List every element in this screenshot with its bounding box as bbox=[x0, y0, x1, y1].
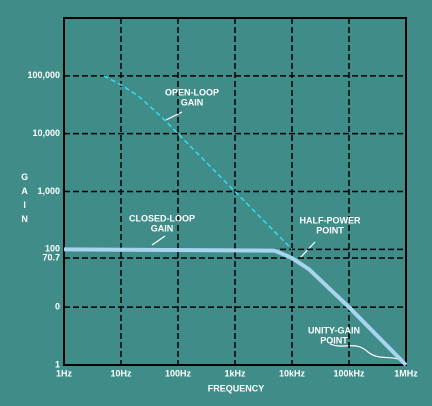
x-tick-label: 10kHz bbox=[279, 368, 306, 378]
y-tick-label: 0 bbox=[55, 302, 60, 312]
annotation: GAIN bbox=[151, 223, 174, 233]
annotation: POINT bbox=[320, 335, 348, 345]
x-tick-label: 1MHz bbox=[394, 368, 418, 378]
annotation: OPEN-LOOP bbox=[165, 87, 219, 97]
y-tick-label: 10,000 bbox=[32, 128, 60, 138]
x-axis-label: FREQUENCY bbox=[208, 383, 265, 393]
arrow bbox=[151, 235, 166, 246]
x-tick-label: 100Hz bbox=[165, 368, 192, 378]
series-line bbox=[63, 247, 408, 367]
y-axis-label: GAIN bbox=[20, 172, 30, 228]
x-tick-label: 100kHz bbox=[333, 368, 365, 378]
y-tick-label: 70.7 bbox=[42, 252, 60, 262]
arrow bbox=[165, 111, 183, 121]
annotation: GAIN bbox=[181, 97, 204, 107]
y-tick-label: 100,000 bbox=[27, 70, 60, 80]
x-tick-label: 1kHz bbox=[224, 368, 246, 378]
annotation: UNITY-GAIN bbox=[308, 325, 360, 335]
x-tick-label: 1Hz bbox=[56, 368, 73, 378]
arrow bbox=[329, 343, 399, 360]
annotation: POINT bbox=[316, 225, 344, 235]
x-tick-label: 10Hz bbox=[110, 368, 132, 378]
annotation: HALF-POWER bbox=[300, 215, 361, 225]
annotation: CLOSED-LOOP bbox=[129, 213, 195, 223]
y-tick-label: 1 bbox=[55, 359, 60, 369]
y-tick-label: 1,000 bbox=[37, 186, 60, 196]
series-line bbox=[103, 75, 293, 250]
y-tick-label: 100 bbox=[45, 244, 60, 254]
